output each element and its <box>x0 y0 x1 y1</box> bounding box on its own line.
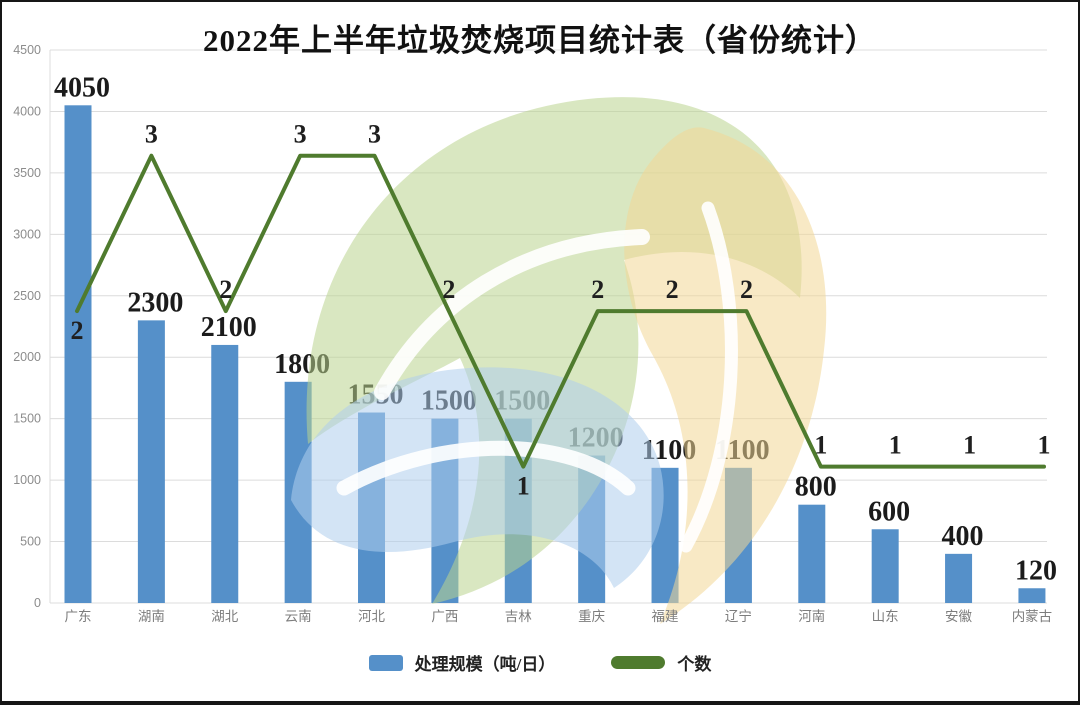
legend-bar-label: 处理规模（吨/日） <box>414 655 556 674</box>
y-tick-label: 3000 <box>13 227 41 241</box>
bar-value-label: 4050 <box>54 72 110 103</box>
count-value-label: 3 <box>145 120 158 149</box>
x-category-label-13: 安徽 <box>945 609 972 624</box>
watermark-logo <box>291 97 827 624</box>
y-tick-label: 4000 <box>13 104 41 118</box>
x-category-label-10: 辽宁 <box>725 608 752 624</box>
x-category-label-5: 河北 <box>358 609 385 624</box>
bar-value-label: 800 <box>795 472 837 503</box>
watermark-leaf-blue <box>291 367 664 588</box>
count-value-label: 2 <box>666 275 679 304</box>
count-value-label: 1 <box>517 472 530 501</box>
count-value-label: 1 <box>1038 431 1051 460</box>
watermark-vein-green <box>374 229 650 400</box>
watermark-vein-blue <box>336 440 636 496</box>
count-value-label: 1 <box>889 431 902 460</box>
count-value-label: 2 <box>71 316 84 345</box>
bar-value-label: 2100 <box>201 312 257 343</box>
count-value-label: 2 <box>740 275 753 304</box>
x-category-label-3: 湖北 <box>211 609 238 624</box>
bar-value-label: 120 <box>1015 555 1057 586</box>
y-tick-label: 2000 <box>13 350 41 364</box>
bar-value-label: 400 <box>942 521 984 552</box>
x-category-label-9: 福建 <box>652 609 679 624</box>
legend-line-swatch-icon <box>611 656 666 669</box>
count-value-label: 2 <box>591 275 604 304</box>
bar-value-label: 600 <box>868 496 910 527</box>
x-category-label-12: 山东 <box>872 609 899 624</box>
bar-河南 <box>798 504 826 603</box>
y-tick-label: 2500 <box>13 289 41 303</box>
y-tick-label: 3500 <box>13 166 41 180</box>
x-category-label-14: 内蒙古 <box>1012 609 1053 624</box>
y-tick-label: 500 <box>20 535 41 549</box>
bar-安徽 <box>945 553 973 603</box>
bar-value-label: 2300 <box>127 287 183 318</box>
count-value-label: 2 <box>442 275 455 304</box>
x-category-label-2: 湖南 <box>138 609 165 624</box>
bar-山东 <box>871 529 899 603</box>
legend-line-label: 个数 <box>677 655 712 674</box>
bar-湖北 <box>211 344 239 603</box>
x-category-label-1: 广东 <box>65 609 92 624</box>
bar-内蒙古 <box>1018 588 1046 603</box>
x-category-label-7: 吉林 <box>505 609 533 624</box>
legend-bar-swatch-icon <box>368 654 403 671</box>
watermark-vein-yellow <box>679 201 738 553</box>
x-category-label-8: 重庆 <box>578 609 605 624</box>
count-line <box>75 153 1047 469</box>
x-category-label-11: 河南 <box>798 609 825 624</box>
count-value-label: 3 <box>294 120 307 149</box>
y-tick-label: 0 <box>34 596 41 610</box>
y-tick-label: 1500 <box>13 412 41 426</box>
chart-title: 2022年上半年垃圾焚烧项目统计表（省份统计） <box>203 23 877 58</box>
y-tick-label: 1000 <box>13 473 41 487</box>
x-category-label-4: 云南 <box>285 609 312 624</box>
bar-湖南 <box>137 320 165 603</box>
count-value-label: 3 <box>368 120 381 149</box>
count-value-label: 1 <box>963 431 976 460</box>
y-tick-label: 4500 <box>13 43 41 57</box>
count-value-label: 2 <box>219 275 232 304</box>
count-value-label: 1 <box>814 431 827 460</box>
bar-广东 <box>64 105 92 604</box>
x-category-label-6: 广西 <box>431 609 458 624</box>
legend: 处理规模（吨/日） 个数 <box>2 650 1078 675</box>
